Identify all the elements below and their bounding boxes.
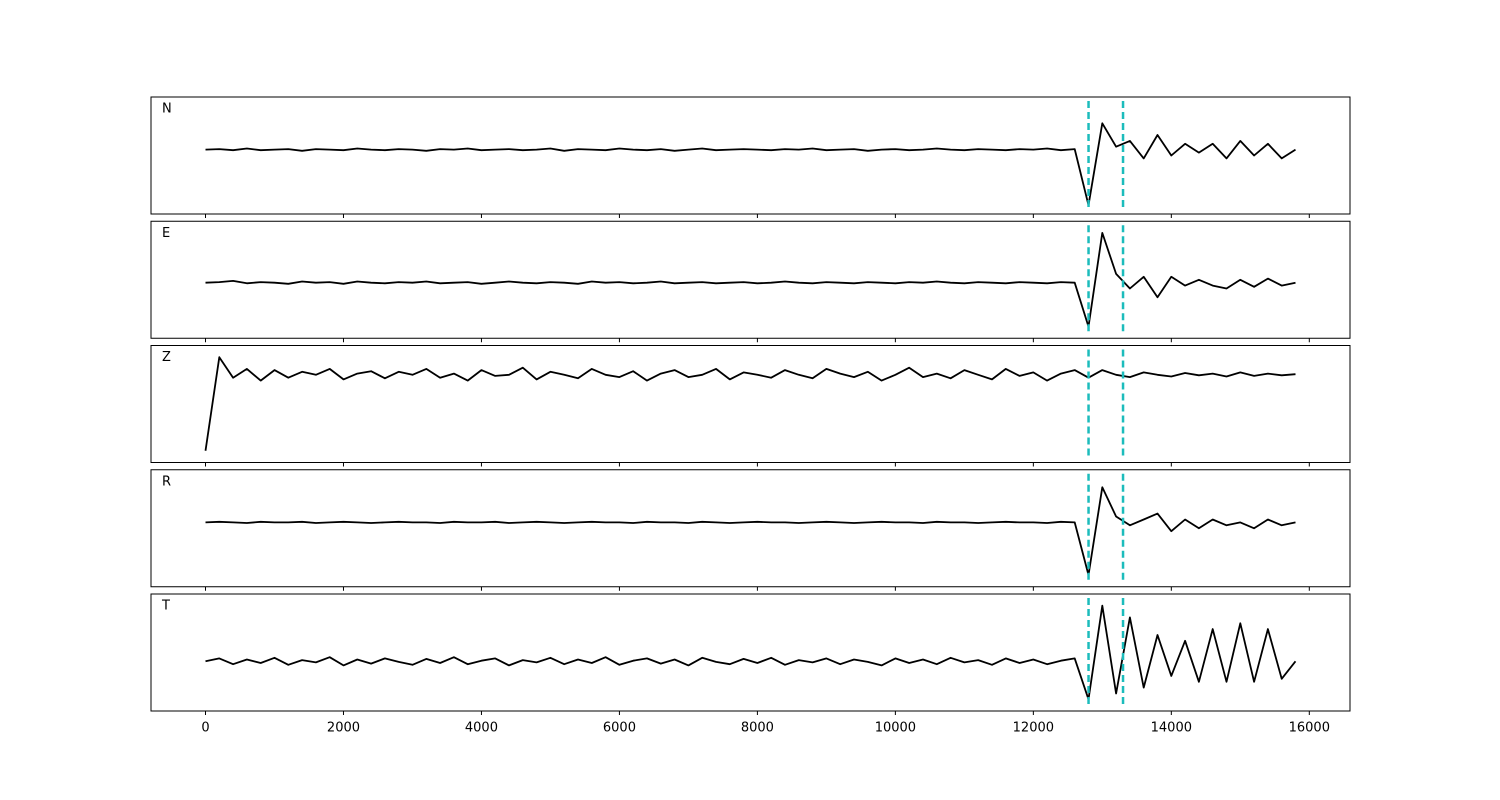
- panel-frame: [150, 469, 1351, 588]
- x-tick-label: 0: [201, 721, 209, 736]
- trace: [205, 486, 1296, 576]
- trace: [205, 232, 1296, 328]
- panel-frame: [150, 345, 1351, 463]
- x-tick-label: 12000: [1013, 721, 1054, 736]
- x-tick-label: 4000: [465, 721, 498, 736]
- panel-frame: [150, 220, 1351, 339]
- panel-frame: [150, 96, 1351, 215]
- x-tick-label: 2000: [327, 721, 360, 736]
- panel-label: N: [162, 102, 172, 117]
- trace: [205, 604, 1297, 701]
- panel-label: Z: [162, 350, 171, 365]
- trace: [204, 356, 1296, 451]
- x-tick-label: 10000: [875, 721, 916, 736]
- panel-label: E: [162, 226, 170, 241]
- panel-label: T: [161, 599, 170, 614]
- panel-frame: [150, 593, 1351, 712]
- x-tick-label: 14000: [1151, 721, 1192, 736]
- panel-label: R: [162, 474, 171, 489]
- trace: [205, 122, 1296, 207]
- x-tick-label: 6000: [603, 721, 636, 736]
- x-tick-label: 8000: [741, 721, 774, 736]
- x-tick-label: 16000: [1289, 721, 1330, 736]
